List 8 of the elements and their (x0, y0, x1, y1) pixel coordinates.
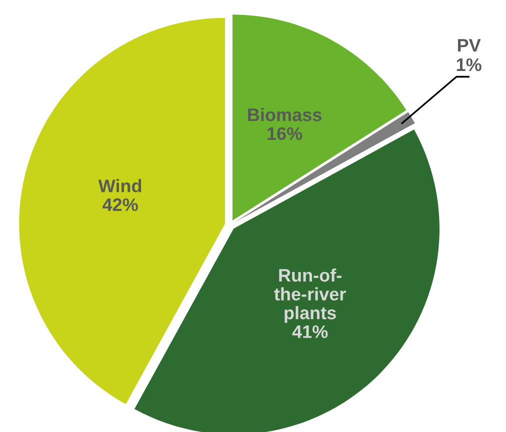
slice-label: Run-of-the-river plants (274, 268, 346, 323)
data-label: 1% (456, 58, 482, 72)
slice-label: Wind (98, 179, 142, 192)
slice-label: Biomass (248, 108, 322, 122)
data-label: 16% (268, 127, 302, 140)
data-label: 42% (102, 198, 138, 212)
data-label: 41% (292, 325, 328, 338)
slice-label: PV (458, 39, 481, 52)
